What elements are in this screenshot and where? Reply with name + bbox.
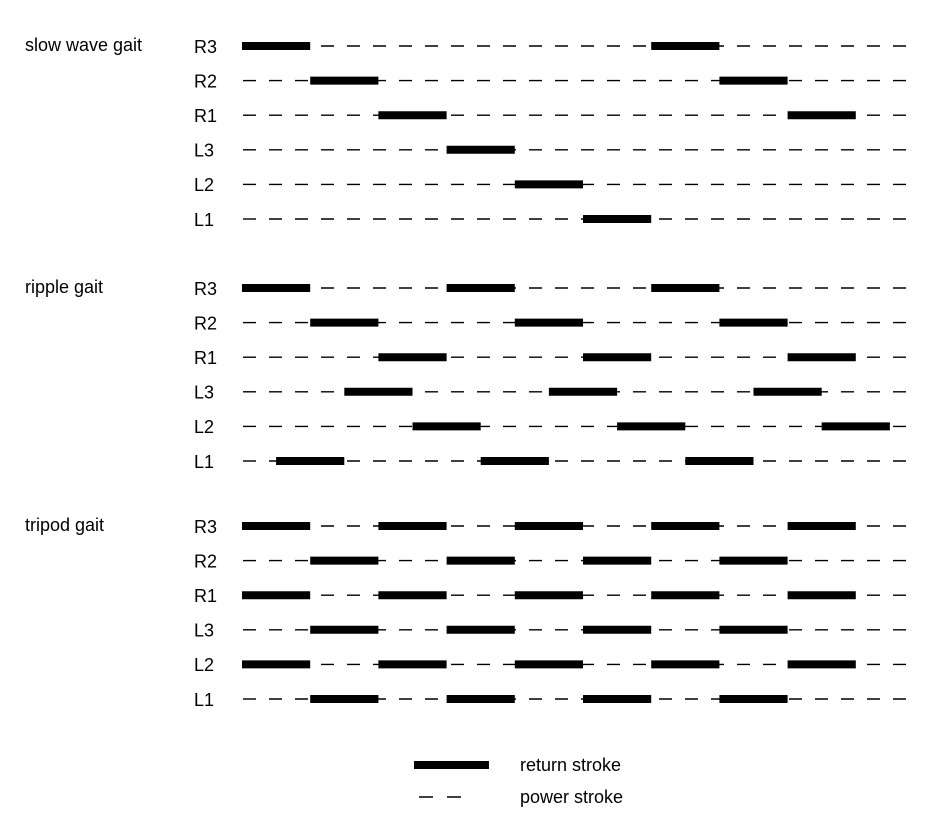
legend-power-stroke-label: power stroke: [520, 787, 623, 807]
leg-label: L1: [194, 210, 214, 230]
leg-label: L1: [194, 452, 214, 472]
gait-title: tripod gait: [25, 515, 104, 535]
leg-label: R3: [194, 517, 217, 537]
legend: return stroke power stroke: [414, 755, 623, 807]
leg-label: L3: [194, 383, 214, 403]
leg-label: L2: [194, 655, 214, 675]
leg-label: L2: [194, 417, 214, 437]
gait-groups: slow wave gait R3 R2 R1 L3 L2 L1 ripple gait R3 R…: [25, 35, 910, 710]
leg-label: R1: [194, 348, 217, 368]
gait-title: slow wave gait: [25, 35, 142, 55]
leg-label: R1: [194, 586, 217, 606]
leg-label: R1: [194, 106, 217, 126]
gait-group: tripod gait R3 R2 R1 L3 L2 L1: [25, 515, 910, 710]
leg-label: R2: [194, 551, 217, 571]
leg-label: L3: [194, 141, 214, 161]
leg-label: R2: [194, 71, 217, 91]
gait-group: slow wave gait R3 R2 R1 L3 L2 L1: [25, 35, 910, 230]
gait-title: ripple gait: [25, 277, 103, 297]
leg-label: R3: [194, 279, 217, 299]
leg-label: L1: [194, 690, 214, 710]
leg-label: R2: [194, 313, 217, 333]
leg-label: L3: [194, 621, 214, 641]
leg-label: R3: [194, 37, 217, 57]
legend-return-stroke-label: return stroke: [520, 755, 621, 775]
gait-group: ripple gait R3 R2 R1 L3 L2 L1: [25, 277, 910, 472]
leg-label: L2: [194, 175, 214, 195]
